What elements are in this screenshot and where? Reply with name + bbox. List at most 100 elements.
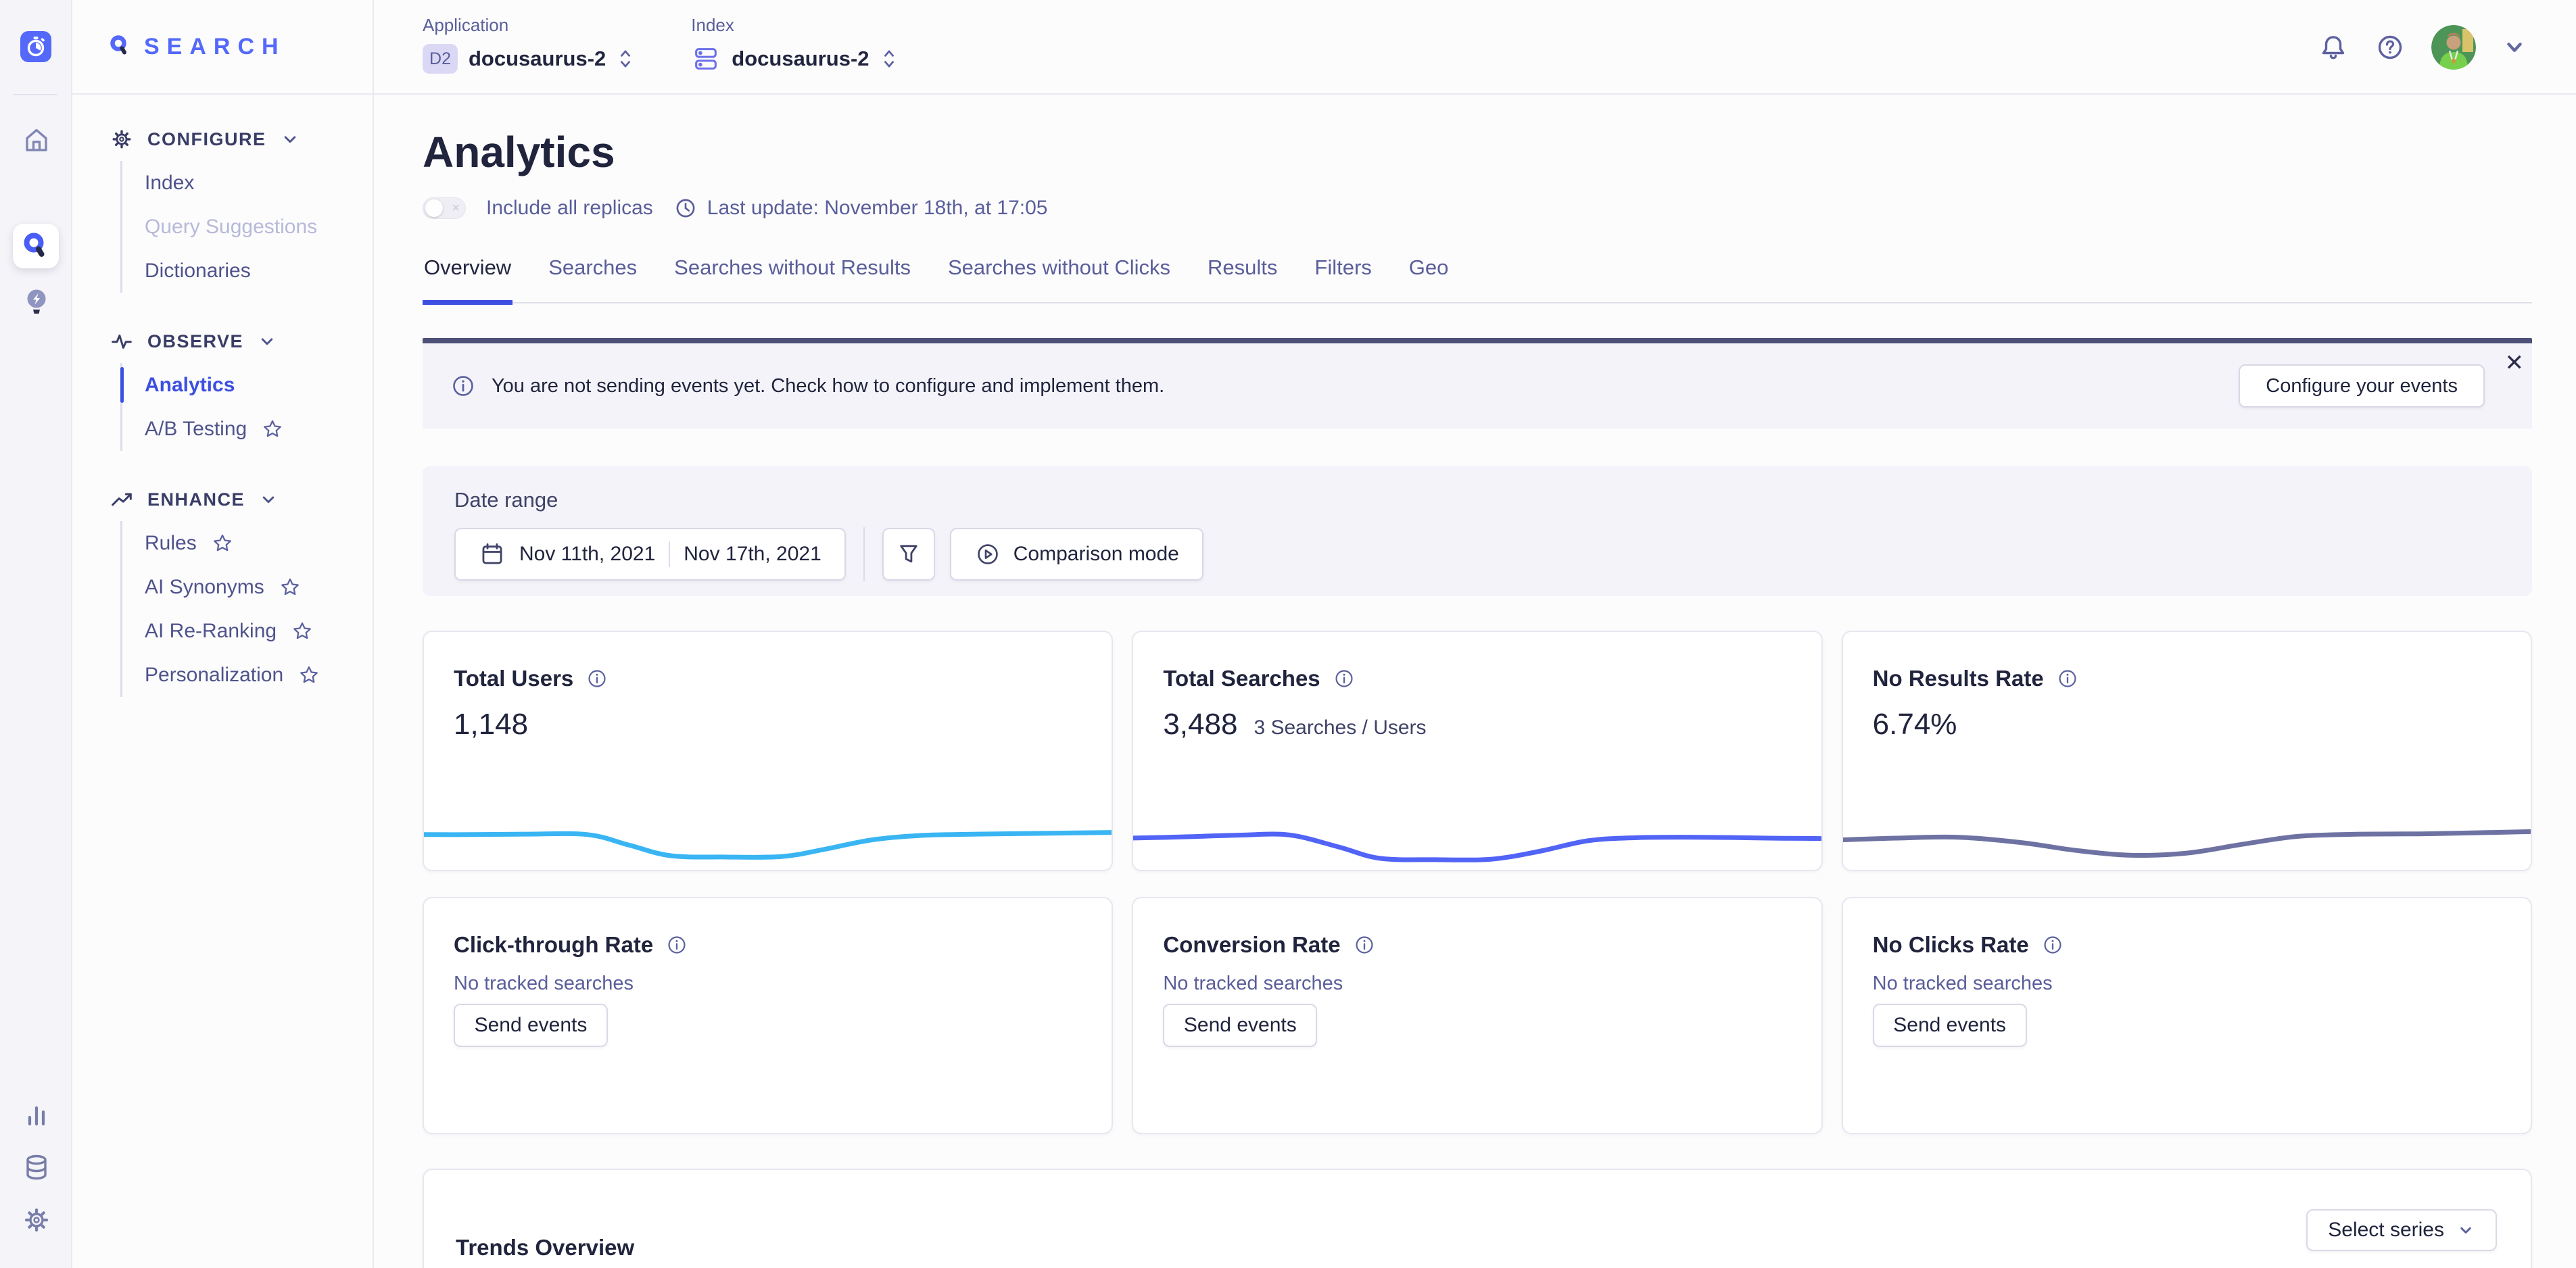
send-events-button[interactable]: Send events: [1872, 1004, 2027, 1047]
section-label: OBSERVE: [147, 331, 244, 351]
info-icon[interactable]: [1353, 933, 1376, 956]
date-range-panel: Date range Nov 11th, 2021 Nov 17th, 2021: [423, 466, 2532, 596]
avatar[interactable]: [2431, 25, 2476, 70]
tab-searches-without-results[interactable]: Searches without Results: [674, 255, 911, 279]
bar-chart-icon: [21, 1099, 52, 1130]
stopwatch-icon: [24, 35, 47, 58]
section-enhance-header[interactable]: ENHANCE: [110, 478, 373, 521]
search-logo-icon: [108, 34, 133, 59]
index-switcher[interactable]: docusaurus-2: [691, 44, 897, 74]
info-icon[interactable]: [586, 667, 609, 690]
main-content: Analytics × Include all replicas Last up…: [374, 96, 2576, 1268]
application-badge: D2: [423, 44, 458, 74]
sidebar-item-dictionaries[interactable]: Dictionaries: [145, 249, 373, 293]
section-label: ENHANCE: [147, 489, 245, 510]
select-series-button[interactable]: Select series: [2306, 1209, 2497, 1251]
star-icon: [262, 418, 283, 440]
info-icon[interactable]: [1333, 667, 1356, 690]
date-separator: [669, 541, 671, 567]
stopwatch-logo-button[interactable]: [20, 31, 51, 62]
configure-events-button[interactable]: Configure your events: [2239, 364, 2485, 408]
sidebar-item-label: Dictionaries: [145, 259, 251, 282]
search-nav-button-active[interactable]: [13, 224, 59, 268]
user-menu-button[interactable]: [2502, 34, 2527, 60]
analytics-rail-button[interactable]: [21, 1099, 52, 1130]
no-results-rate-card: No Results Rate 6.74%: [1841, 631, 2532, 871]
settings-rail-button[interactable]: [21, 1204, 52, 1236]
no-results-rate-sparkline: [1842, 777, 2532, 864]
card-title: No Results Rate: [1872, 666, 2044, 691]
close-icon[interactable]: ✕: [2504, 350, 2525, 376]
suggestions-nav-button[interactable]: [0, 285, 72, 319]
product-logo[interactable]: SEARCH: [72, 0, 373, 95]
sidebar-item-query-suggestions[interactable]: Query Suggestions: [145, 205, 373, 249]
filter-button[interactable]: [882, 528, 935, 581]
total-searches-card: Total Searches 3,488 3 Searches / Users: [1132, 631, 1823, 871]
search-icon: [20, 230, 51, 262]
sidebar-item-label: Analytics: [145, 373, 235, 396]
trending-up-icon: [110, 487, 134, 512]
sidebar-item-ai-reranking[interactable]: AI Re-Ranking: [145, 609, 373, 653]
filters-divider: [863, 527, 865, 581]
toggle-off-icon: ×: [452, 201, 460, 216]
bell-icon: [2318, 32, 2349, 63]
last-update: Last update: November 18th, at 17:05: [673, 196, 1047, 220]
include-replicas-toggle[interactable]: ×: [423, 197, 466, 219]
data-rail-button[interactable]: [21, 1152, 52, 1183]
sidebar-item-ai-synonyms[interactable]: AI Synonyms: [145, 565, 373, 609]
events-banner: You are not sending events yet. Check ho…: [423, 338, 2532, 429]
section-configure-header[interactable]: CONFIGURE: [110, 118, 373, 161]
sidebar-item-ab-testing[interactable]: A/B Testing: [145, 407, 373, 451]
star-icon: [279, 577, 301, 598]
total-users-card: Total Users 1,148: [423, 631, 1114, 871]
trends-title: Trends Overview: [456, 1235, 635, 1260]
tab-overview[interactable]: Overview: [423, 253, 513, 305]
sidebar: SEARCH CONFIGURE: [72, 0, 374, 1268]
info-icon[interactable]: [665, 933, 688, 956]
date-range-button[interactable]: Nov 11th, 2021 Nov 17th, 2021: [454, 528, 846, 581]
chevron-down-icon: [257, 331, 277, 351]
card-title: Total Users: [454, 666, 574, 691]
chevron-down-icon: [280, 129, 300, 149]
empty-state-text: No tracked searches: [1872, 973, 2053, 994]
filter-funnel-icon: [895, 541, 922, 568]
sidebar-item-analytics[interactable]: Analytics: [120, 363, 373, 407]
info-icon[interactable]: [2041, 933, 2064, 956]
tab-geo[interactable]: Geo: [1408, 255, 1449, 279]
star-icon: [291, 620, 313, 642]
star-icon: [298, 664, 320, 686]
tab-results[interactable]: Results: [1208, 255, 1278, 279]
home-nav-button[interactable]: [0, 124, 72, 156]
tab-searches[interactable]: Searches: [548, 255, 638, 279]
card-title: Conversion Rate: [1163, 932, 1341, 957]
sidebar-item-rules[interactable]: Rules: [145, 521, 373, 565]
comparison-mode-button[interactable]: Comparison mode: [949, 528, 1203, 581]
meta-row: × Include all replicas Last update: Nove…: [423, 196, 1047, 220]
total-users-sparkline: [423, 777, 1113, 864]
sidebar-item-label: A/B Testing: [145, 417, 247, 440]
application-label: Application: [423, 15, 509, 35]
tab-searches-without-clicks[interactable]: Searches without Clicks: [947, 255, 1171, 279]
sidebar-item-index[interactable]: Index: [145, 161, 373, 205]
include-replicas-label: Include all replicas: [486, 197, 653, 219]
sidebar-item-label: Personalization: [145, 663, 284, 686]
help-icon: [2375, 32, 2406, 63]
tab-filters[interactable]: Filters: [1314, 255, 1372, 279]
send-events-button[interactable]: Send events: [1163, 1004, 1318, 1047]
application-switcher[interactable]: D2 docusaurus-2: [423, 44, 634, 74]
sort-chevrons-icon: [617, 46, 634, 72]
send-events-button[interactable]: Send events: [454, 1004, 608, 1047]
sort-chevrons-icon: [880, 46, 898, 72]
help-button[interactable]: [2375, 32, 2406, 63]
info-icon[interactable]: [2056, 667, 2079, 690]
chevron-down-icon: [2456, 1221, 2475, 1240]
sidebar-item-label: Query Suggestions: [145, 215, 318, 238]
card-title: Click-through Rate: [454, 932, 654, 957]
section-observe-header[interactable]: OBSERVE: [110, 320, 373, 363]
rail-divider: [14, 94, 57, 95]
page-title: Analytics: [423, 128, 615, 176]
activity-icon: [110, 329, 134, 353]
section-configure: CONFIGURE Index Query Suggestions Dictio…: [110, 118, 373, 293]
notifications-button[interactable]: [2318, 32, 2349, 63]
sidebar-item-personalization[interactable]: Personalization: [145, 653, 373, 697]
